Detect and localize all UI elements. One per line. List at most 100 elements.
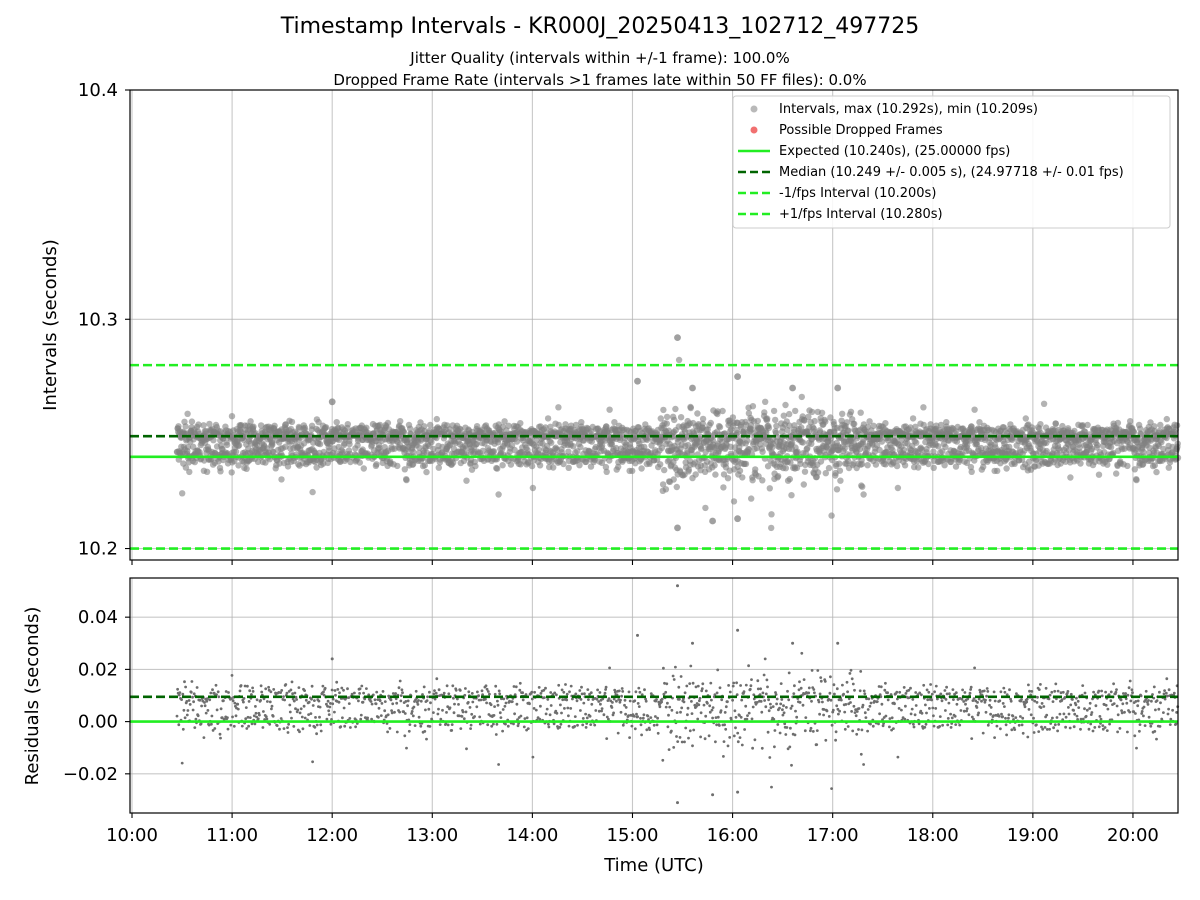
residual-point: [428, 690, 431, 694]
residual-point: [801, 703, 805, 707]
residual-point: [816, 669, 820, 672]
residual-point: [419, 699, 423, 703]
residual-point: [363, 697, 367, 701]
residual-point: [779, 682, 783, 685]
residual-point: [857, 728, 860, 731]
residual-point: [539, 692, 543, 695]
residual-point: [823, 680, 827, 683]
residual-point: [877, 685, 881, 688]
interval-point: [384, 419, 392, 427]
residual-point: [607, 697, 611, 700]
interval-point: [764, 415, 771, 422]
interval-point: [568, 422, 575, 429]
residual-point: [203, 701, 206, 704]
residual-point: [774, 693, 778, 696]
residual-point: [810, 699, 813, 703]
interval-point: [511, 446, 518, 454]
residual-point: [423, 730, 427, 733]
residual-point: [497, 689, 501, 693]
intervals-axes-frame: [129, 89, 1179, 561]
interval-point: [941, 462, 948, 469]
residual-point: [311, 704, 315, 707]
residual-point: [573, 715, 577, 718]
residual-point: [907, 688, 911, 692]
residual-point: [310, 684, 314, 688]
interval-point: [791, 422, 798, 429]
residual-point: [656, 731, 660, 735]
residual-point: [460, 715, 464, 718]
residual-point: [920, 711, 924, 715]
residual-point: [951, 688, 955, 691]
residual-point: [283, 698, 286, 702]
residual-point: [501, 729, 504, 733]
residual-point: [884, 681, 887, 685]
residual-point: [226, 716, 229, 719]
residual-point: [707, 734, 711, 738]
residual-point: [215, 708, 219, 712]
residual-point: [864, 716, 868, 719]
residual-point: [219, 707, 223, 711]
residual-point: [779, 702, 783, 706]
residual-point: [307, 700, 311, 704]
interval-point: [228, 469, 235, 476]
residual-point: [467, 690, 471, 694]
residual-point: [402, 710, 405, 714]
interval-point: [876, 446, 883, 454]
residual-point: [967, 713, 971, 717]
interval-point: [744, 437, 751, 444]
residual-point: [501, 708, 505, 711]
interval-point: [587, 463, 595, 470]
interval-point: [909, 415, 917, 422]
residual-point: [451, 684, 455, 688]
residual-point: [395, 730, 399, 734]
residual-point: [581, 717, 585, 720]
interval-point: [184, 443, 192, 451]
residual-point: [557, 683, 561, 687]
interval-point: [825, 464, 833, 472]
residual-point: [286, 726, 289, 729]
residual-point: [687, 736, 690, 740]
interval-point: [1104, 461, 1111, 468]
intervals-y-ticks: 10.210.310.4: [78, 80, 130, 560]
residual-point: [580, 685, 583, 689]
residual-point: [180, 761, 184, 765]
residual-point: [611, 701, 614, 704]
interval-point: [344, 421, 351, 428]
residual-point: [401, 691, 404, 695]
residual-point: [595, 697, 599, 701]
residual-point: [732, 681, 736, 685]
interval-point: [759, 448, 766, 455]
residual-point: [946, 723, 950, 727]
residual-point: [563, 707, 566, 710]
residual-point: [769, 702, 772, 706]
residual-point: [408, 723, 412, 726]
residual-point: [785, 706, 788, 709]
interval-point: [490, 448, 498, 455]
residual-point: [812, 688, 816, 691]
residual-point: [223, 717, 226, 721]
residual-point: [298, 711, 302, 715]
residual-point: [426, 695, 429, 699]
residual-point: [663, 681, 666, 685]
residual-point: [834, 730, 838, 734]
residual-point: [588, 714, 592, 718]
residual-point: [859, 670, 863, 673]
residual-point: [752, 693, 756, 697]
interval-point: [980, 463, 987, 471]
residual-point: [270, 707, 273, 711]
residual-point: [463, 693, 467, 697]
residual-point: [723, 723, 726, 727]
residual-point: [822, 708, 826, 711]
residual-point: [448, 706, 452, 710]
interval-point: [742, 460, 750, 468]
residual-point: [850, 677, 854, 681]
residual-point: [358, 687, 362, 691]
residual-point: [369, 700, 373, 703]
residual-point: [400, 688, 404, 692]
residual-point: [231, 715, 234, 719]
residual-point: [744, 683, 748, 687]
residual-point: [493, 692, 497, 696]
residual-point: [713, 693, 717, 697]
residual-point: [704, 714, 708, 718]
legend-label-minus-interval: -1/fps Interval (10.200s): [779, 186, 936, 201]
